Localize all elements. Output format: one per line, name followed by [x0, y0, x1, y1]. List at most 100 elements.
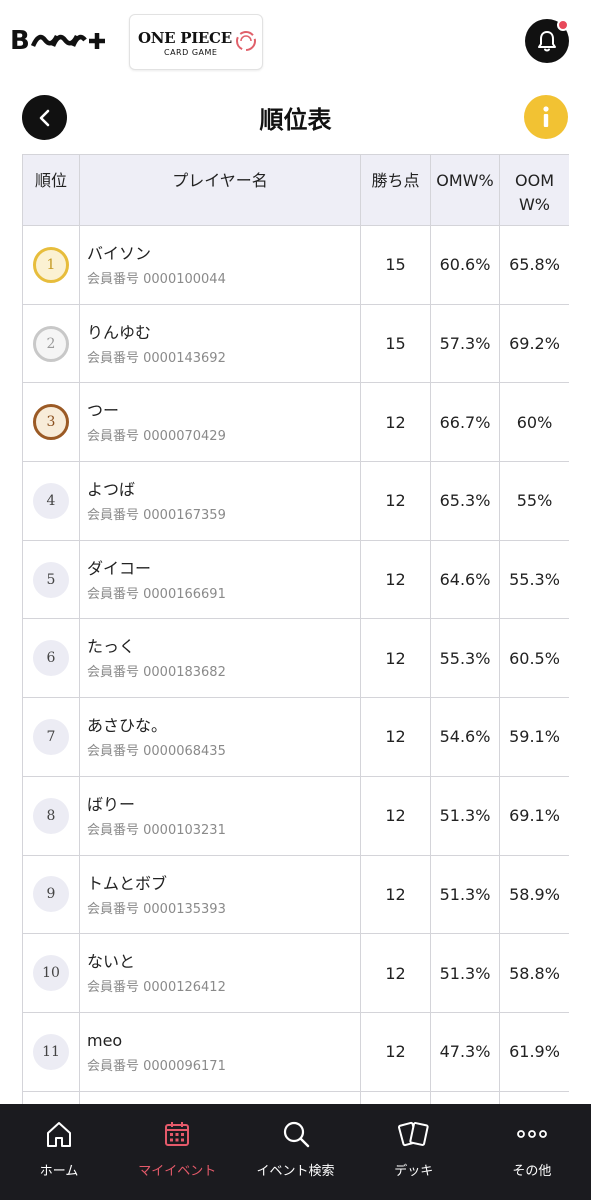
oomw-cell: 59.1% [499, 697, 569, 777]
rank-cell: 2 [22, 303, 80, 384]
oomw-cell: 65.8% [499, 225, 569, 305]
header-omw: OMW% [430, 154, 500, 226]
back-button[interactable] [22, 95, 67, 140]
rank-badge: 10 [33, 955, 69, 992]
rank-cell: 5 [22, 539, 80, 620]
player-name: バイソン [87, 244, 152, 263]
player-name: meo [87, 1030, 123, 1050]
search-icon [283, 1121, 309, 1148]
info-button[interactable] [524, 95, 568, 139]
home-icon [47, 1122, 72, 1147]
header-player-name: プレイヤー名 [79, 154, 361, 226]
table-row: 7 あさひな。 会員番号 0000068435 12 54.6% 59.1% [22, 697, 569, 777]
rank-cell: 3 [22, 382, 80, 463]
player-name: ダイコー [87, 558, 152, 578]
info-icon [543, 106, 549, 127]
more-icon [517, 1130, 547, 1138]
points-cell: 12 [360, 539, 431, 620]
table-row: 6 たっく 会員番号 0000183682 12 55.3% 60.5% [22, 618, 569, 699]
player-cell: りんゆむ 会員番号 0000143692 [79, 303, 361, 384]
brand-logo-mark [30, 33, 105, 49]
nav-home[interactable]: ホーム [0, 1104, 118, 1200]
brand-logo[interactable]: B [10, 26, 107, 56]
member-number: 会員番号 0000096171 [87, 1058, 226, 1074]
player-cell: ダイコー会員番号 0000166691 [79, 539, 361, 620]
gold-medal-badge: 1 [33, 246, 69, 283]
omw-cell: 64.6% [430, 539, 500, 620]
points-cell: 15 [360, 225, 431, 305]
points-cell: 12 [360, 933, 431, 1013]
omw-cell: 66.7% [430, 382, 500, 463]
table-row: 5 ダイコー 会員番号 0000166691 12 64.6% 55.3% [22, 539, 569, 620]
table-row: 10 ないと 会員番号 0000126412 12 51.3% 58.8% [22, 933, 569, 1013]
player-cell: バイソン 会員番号 0000100044 [79, 225, 361, 305]
header-points: 勝ち点 [360, 154, 431, 226]
rank-badge: 7 [33, 718, 69, 755]
oomw-cell: 58.8% [499, 933, 569, 1013]
omw-cell: 65.3% [430, 461, 500, 541]
brand-logo-letter: B [10, 26, 30, 56]
member-number: 会員番号 0000183682 [87, 665, 226, 681]
oomw-cell: 55% [499, 461, 569, 541]
player-name: りんゆむ [87, 322, 152, 342]
nav-deck[interactable]: デッキ [355, 1104, 473, 1200]
bronze-medal-badge: 3 [33, 404, 69, 441]
rank-cell: 10 [22, 933, 80, 1013]
nav-event-search[interactable]: イベント検索 [236, 1104, 354, 1200]
member-number: 会員番号 0000070429 [87, 429, 226, 445]
oomw-cell: 55.3% [499, 539, 569, 620]
table-row: 1 バイソン 会員番号 0000100044 15 60.6% 65.8% [22, 225, 569, 305]
oomw-cell: 69.2% [499, 303, 569, 384]
oomw-cell: 60% [499, 382, 569, 463]
member-number: 会員番号 0000166691 [87, 586, 226, 602]
rank-cell: 11 [22, 1011, 80, 1092]
chevron-left-icon [39, 109, 49, 126]
omw-cell: 60.6% [430, 225, 500, 305]
oomw-cell: 69.1% [499, 775, 569, 856]
rank-cell: 1 [22, 225, 80, 305]
rank-cell: 9 [22, 854, 80, 935]
player-cell: たっく会員番号 0000183682 [79, 618, 361, 699]
nav-home-label: ホーム [39, 1164, 79, 1179]
member-number: 会員番号 0000167359 [87, 508, 226, 524]
nav-event-search-label: イベント検索 [256, 1164, 335, 1179]
calendar-icon [165, 1122, 190, 1146]
player-cell: ないと 会員番号 0000126412 [79, 933, 361, 1013]
player-cell: よつば 会員番号 0000167359 [79, 461, 361, 541]
table-row: 11 meo 会員番号 0000096171 12 47.3% 61.9% [22, 1011, 569, 1092]
table-row: 9 トムとボブ 会員番号 0000135393 12 51.3% 58.9% [22, 854, 569, 935]
points-cell: 12 [360, 854, 431, 935]
nav-deck-label: デッキ [394, 1164, 434, 1179]
logo-line2: CARD GAME [164, 48, 218, 57]
points-cell: 12 [360, 461, 431, 541]
player-name: つー [87, 401, 120, 421]
rank-badge: 9 [33, 876, 69, 913]
table-row: 8 ばりー 会員番号 0000103231 12 51.3% 69.1% [22, 775, 569, 856]
rank-cell: 4 [22, 461, 80, 541]
nav-my-events[interactable]: マイイベント [118, 1104, 236, 1200]
nav-more[interactable]: その他 [473, 1104, 591, 1200]
page-title: 順位表 [259, 106, 332, 134]
player-cell: ばりー 会員番号 0000103231 [79, 775, 361, 856]
table-row: 4 よつば 会員番号 0000167359 12 65.3% 55% [22, 461, 569, 541]
player-name: たっく [87, 637, 136, 657]
standings-table-container[interactable]: 順位 プレイヤー名 勝ち点 OMW% OOMW% 1 バイソン 会員番号 00001… [22, 154, 569, 1104]
points-cell: 12 [360, 775, 431, 856]
player-name: あさひな。 [87, 716, 168, 736]
points-cell: 15 [360, 303, 431, 384]
points-cell: 12 [360, 618, 431, 699]
oomw-cell: 58.9% [499, 854, 569, 935]
nav-more-label: その他 [512, 1164, 552, 1179]
logo-swirl-icon [236, 31, 256, 51]
points-cell: 12 [360, 1011, 431, 1092]
silver-medal-badge: 2 [33, 325, 69, 362]
rank-badge: 8 [33, 797, 69, 834]
rank-badge: 5 [33, 561, 69, 598]
player-name: ばりー [87, 794, 136, 814]
standings-table: 順位 プレイヤー名 勝ち点 OMW% OOMW% 1 バイソン 会員番号 00001… [22, 154, 569, 1104]
points-cell: 12 [360, 697, 431, 777]
rank-badge: 6 [33, 640, 69, 677]
omw-cell: 54.6% [430, 697, 500, 777]
header-oomw: OOMW% [499, 154, 569, 226]
header-rank: 順位 [22, 154, 80, 226]
